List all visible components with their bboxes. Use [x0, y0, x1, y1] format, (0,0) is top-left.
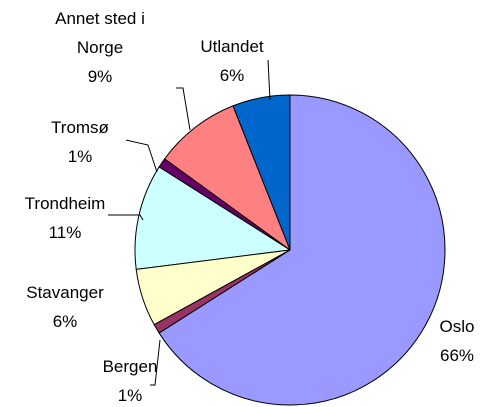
category-name: Annet sted i Norge: [55, 9, 145, 57]
category-name: Oslo: [439, 317, 475, 336]
pie-slice: [163, 105, 292, 252]
value-label: 66%: [439, 346, 475, 365]
slice-label: Tromsø 1%: [35, 113, 125, 171]
value-label: 6%: [52, 312, 78, 331]
leader-line: [267, 59, 271, 101]
leader-line: [150, 339, 161, 386]
category-name: Trondheim: [24, 194, 106, 213]
slice-label: Trondheim 11%: [10, 189, 120, 247]
value-label: 1%: [117, 386, 143, 405]
value-label: 9%: [87, 67, 113, 86]
leader-line: [176, 87, 191, 131]
pie-slice: [158, 94, 446, 406]
category-name: Stavanger: [26, 283, 104, 302]
slice-label: Stavanger 6%: [15, 278, 115, 336]
value-label: 1%: [67, 147, 93, 166]
slice-label: Bergen 1%: [90, 352, 170, 407]
leader-line: [108, 214, 144, 221]
value-label: 6%: [219, 66, 245, 85]
category-name: Tromsø: [51, 118, 109, 137]
slice-label: Oslo 66%: [427, 312, 480, 370]
value-label: 11%: [48, 223, 82, 242]
leader-lines: [108, 59, 271, 386]
slice-label: Annet sted i Norge 9%: [45, 4, 155, 91]
category-name: Utlandet: [200, 37, 264, 56]
category-name: Bergen: [102, 357, 158, 376]
slice-label: Utlandet 6%: [182, 32, 282, 90]
leader-line: [125, 139, 158, 173]
